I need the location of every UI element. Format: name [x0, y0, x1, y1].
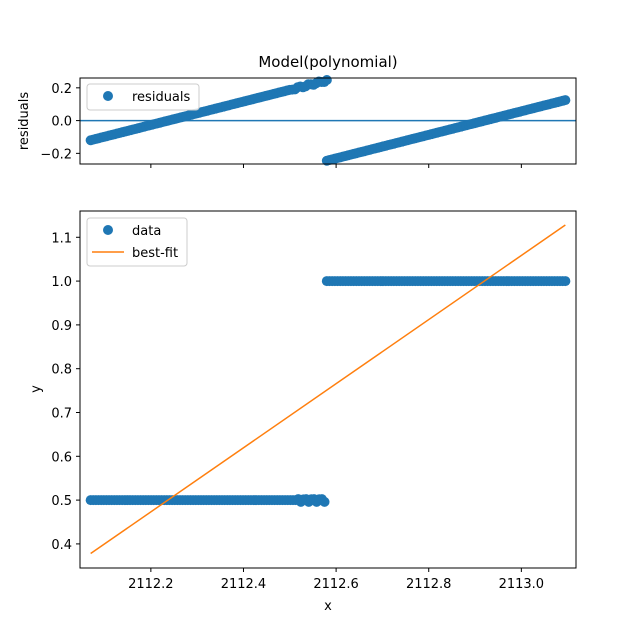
fit-yticks: 0.4 0.5 0.6 0.7 0.8 0.9 1.0 1.1 [51, 231, 80, 553]
residuals-ylabel: residuals [17, 92, 32, 151]
fit-ytick-label: 0.8 [51, 363, 72, 378]
fit-ytick-label: 0.6 [51, 450, 72, 465]
fit-plot-area [85, 224, 571, 555]
fit-xtick-label: 2112.8 [406, 577, 452, 592]
fit-xtick-label: 2113.0 [499, 577, 545, 592]
residuals-xticks [150, 164, 522, 168]
fit-legend: data best-fit [86, 217, 188, 267]
fit-xtick-label: 2112.2 [128, 577, 174, 592]
fit-axes-frame [79, 210, 577, 569]
fit-ytick-label: 1.0 [51, 275, 72, 290]
residuals-yticks: −0.2 0.0 0.2 [40, 82, 80, 162]
fit-xticks: 2112.2 2112.4 2112.6 2112.8 2113.0 [128, 568, 544, 592]
fit-ylabel: y [29, 385, 44, 393]
data-point [319, 496, 330, 507]
fit-xlabel: x [324, 599, 332, 614]
fit-xtick-label: 2112.4 [221, 577, 267, 592]
fit-legend-bestfit-label: best-fit [132, 246, 178, 261]
residuals-ytick-label: −0.2 [40, 147, 72, 162]
residual-point [321, 74, 332, 85]
residuals-legend-label: residuals [132, 90, 191, 105]
residuals-legend: residuals [86, 83, 200, 111]
residuals-legend-marker [103, 91, 113, 101]
fit-ytick-label: 1.1 [51, 231, 72, 246]
fit-ytick-label: 0.4 [51, 538, 72, 553]
residual-point [560, 95, 571, 106]
best-fit-line [90, 224, 566, 555]
residuals-plot-area [80, 74, 576, 166]
fit-legend-data-label: data [132, 224, 161, 239]
residuals-ytick-label: 0.0 [51, 115, 72, 130]
fit-ytick-label: 0.7 [51, 406, 72, 421]
fit-panel: y x 0.40.50.60.70.80.91.01.1 2112.2 2112.… [29, 210, 577, 614]
fit-ytick-label: 0.9 [51, 319, 72, 334]
residuals-legend-box [86, 83, 200, 111]
fit-ytick-label: 0.5 [51, 494, 72, 509]
fit-legend-data-marker [103, 225, 113, 235]
residuals-ytick-label: 0.2 [51, 82, 72, 97]
residuals-panel: Model(polynomial) residuals −0.2 0.0 0.2 r… [17, 53, 577, 168]
fit-xtick-label: 2112.6 [313, 577, 359, 592]
data-point [560, 276, 571, 287]
residuals-title: Model(polynomial) [258, 53, 397, 71]
